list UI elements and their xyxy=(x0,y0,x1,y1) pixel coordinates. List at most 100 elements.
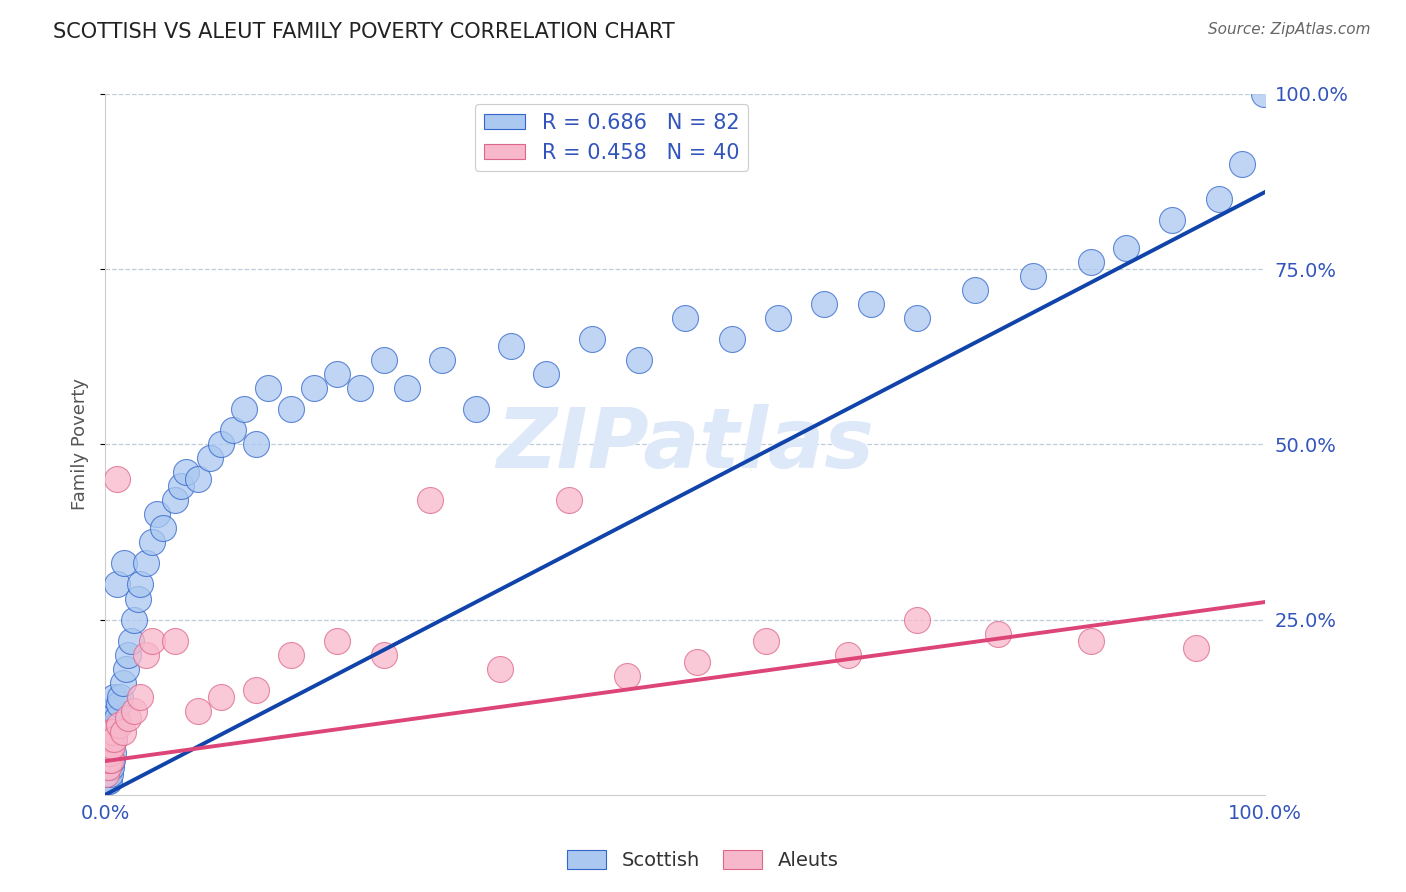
Point xyxy=(98,724,121,739)
Point xyxy=(176,466,198,480)
Point xyxy=(146,508,169,522)
Point xyxy=(101,753,124,767)
Point xyxy=(187,704,209,718)
Point xyxy=(98,704,121,718)
Point xyxy=(349,381,371,395)
Point xyxy=(129,690,152,704)
Point xyxy=(141,633,163,648)
Point xyxy=(122,704,145,718)
Point xyxy=(97,753,120,767)
Point xyxy=(129,577,152,591)
Point xyxy=(1230,157,1253,171)
Point xyxy=(97,773,120,788)
Text: SCOTTISH VS ALEUT FAMILY POVERTY CORRELATION CHART: SCOTTISH VS ALEUT FAMILY POVERTY CORRELA… xyxy=(53,22,675,42)
Point xyxy=(187,472,209,486)
Point xyxy=(1184,640,1206,655)
Point xyxy=(905,311,928,326)
Point xyxy=(96,724,118,739)
Point xyxy=(1022,269,1045,284)
Point xyxy=(110,690,132,704)
Point xyxy=(534,368,557,382)
Point xyxy=(141,535,163,549)
Point xyxy=(100,711,122,725)
Point xyxy=(837,648,859,662)
Text: ZIPatlas: ZIPatlas xyxy=(496,404,875,485)
Point xyxy=(686,655,709,669)
Point xyxy=(558,493,581,508)
Point xyxy=(280,402,302,417)
Point xyxy=(103,724,125,739)
Point xyxy=(430,353,453,368)
Point xyxy=(100,753,122,767)
Point xyxy=(103,690,125,704)
Point xyxy=(101,724,124,739)
Point xyxy=(96,766,118,780)
Point xyxy=(97,717,120,731)
Point xyxy=(103,704,125,718)
Point xyxy=(965,283,987,297)
Point xyxy=(245,437,267,451)
Point xyxy=(720,332,742,346)
Point xyxy=(112,557,135,571)
Point xyxy=(97,739,120,753)
Point xyxy=(1161,213,1184,227)
Point xyxy=(127,591,149,606)
Point xyxy=(233,402,256,417)
Point xyxy=(105,711,128,725)
Point xyxy=(245,682,267,697)
Point xyxy=(302,381,325,395)
Point xyxy=(488,662,510,676)
Point xyxy=(96,753,118,767)
Point xyxy=(105,472,128,486)
Point xyxy=(373,353,395,368)
Point xyxy=(326,633,349,648)
Point xyxy=(104,717,127,731)
Point xyxy=(326,368,349,382)
Point xyxy=(1253,87,1275,101)
Point xyxy=(96,753,118,767)
Point xyxy=(96,711,118,725)
Point xyxy=(1080,255,1102,269)
Point xyxy=(209,690,232,704)
Point xyxy=(96,773,118,788)
Point xyxy=(135,648,157,662)
Point xyxy=(395,381,418,395)
Point xyxy=(96,731,118,746)
Point xyxy=(169,479,191,493)
Point xyxy=(96,766,118,780)
Point xyxy=(859,297,882,311)
Point xyxy=(96,766,118,780)
Point xyxy=(117,648,139,662)
Point xyxy=(163,633,186,648)
Point xyxy=(108,717,131,731)
Point xyxy=(103,746,125,760)
Point xyxy=(905,613,928,627)
Point xyxy=(419,493,441,508)
Point xyxy=(1080,633,1102,648)
Point xyxy=(100,731,122,746)
Point xyxy=(813,297,835,311)
Point xyxy=(100,760,122,774)
Point xyxy=(98,746,121,760)
Point xyxy=(1208,192,1230,206)
Point xyxy=(96,760,118,774)
Point xyxy=(581,332,603,346)
Point xyxy=(135,557,157,571)
Point xyxy=(501,339,523,353)
Point xyxy=(122,613,145,627)
Point xyxy=(100,739,122,753)
Point xyxy=(1115,241,1137,255)
Point xyxy=(97,760,120,774)
Point xyxy=(111,675,134,690)
Y-axis label: Family Poverty: Family Poverty xyxy=(72,378,89,510)
Point xyxy=(673,311,696,326)
Text: Source: ZipAtlas.com: Source: ZipAtlas.com xyxy=(1208,22,1371,37)
Point xyxy=(766,311,789,326)
Point xyxy=(98,724,121,739)
Point xyxy=(280,648,302,662)
Point xyxy=(103,731,125,746)
Point xyxy=(101,739,124,753)
Point xyxy=(103,731,125,746)
Point xyxy=(96,760,118,774)
Point xyxy=(96,746,118,760)
